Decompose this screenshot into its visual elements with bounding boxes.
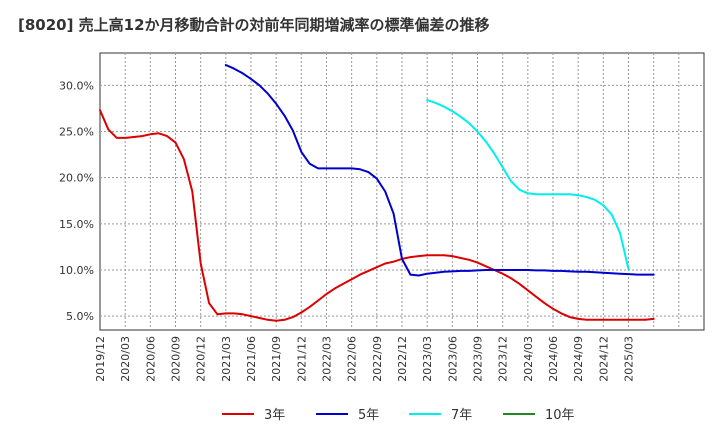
y-axis: 5.0% 10.0% 15.0% 20.0% 25.0% 30.0%: [59, 79, 94, 323]
x-tick-label: 2024/12: [597, 336, 610, 382]
x-tick-label: 2024/09: [572, 336, 585, 382]
x-tick-label: 2020/12: [195, 336, 208, 382]
y-tick-label: 15.0%: [59, 218, 94, 231]
legend-label-3年: 3年: [264, 408, 285, 423]
x-tick-label: 2020/09: [170, 336, 183, 382]
x-tick-label: 2019/12: [94, 336, 107, 382]
x-tick-label: 2020/03: [119, 336, 132, 382]
series-group: [99, 64, 655, 322]
x-axis: 2019/12 2020/03 2020/06 2020/09 2020/12 2021/…: [94, 336, 636, 382]
plot-frame: [99, 52, 705, 331]
y-tick-label: 10.0%: [59, 264, 94, 277]
x-tick-label: 2020/06: [144, 336, 157, 382]
legend-label-10年: 10年: [545, 408, 575, 423]
x-tick-label: 2022/06: [346, 336, 359, 382]
x-tick-label: 2022/09: [371, 336, 384, 382]
x-tick-label: 2022/03: [321, 336, 334, 382]
x-tick-label: 2024/06: [547, 336, 560, 382]
x-tick-label: 2024/03: [522, 336, 535, 382]
x-tick-label: 2021/12: [295, 336, 308, 382]
series-line-3年: [99, 109, 655, 322]
x-tick-label: 2022/12: [396, 336, 409, 382]
x-tick-label: 2021/09: [270, 336, 283, 382]
x-tick-label: 2023/06: [446, 336, 459, 382]
x-tick-label: 2021/06: [245, 336, 258, 382]
y-tick-label: 5.0%: [66, 310, 94, 323]
x-tick-label: 2023/03: [421, 336, 434, 382]
x-tick-label: 2023/09: [472, 336, 485, 382]
x-tick-label: 2025/03: [623, 336, 636, 382]
y-tick-label: 30.0%: [59, 79, 94, 92]
x-tick-label: 2023/12: [497, 336, 510, 382]
grid-lines: [100, 53, 704, 330]
series-line-7年: [426, 99, 630, 271]
y-tick-label: 25.0%: [59, 125, 94, 138]
legend-label-5年: 5年: [358, 408, 379, 423]
series-line-5年: [224, 64, 655, 277]
legend-label-7年: 7年: [451, 408, 472, 423]
chart-title: [8020] 売上高12か月移動合計の対前年同期増減率の標準偏差の推移: [18, 16, 490, 34]
x-tick-label: 2021/03: [220, 336, 233, 382]
legend: 3年 5年 7年 10年: [222, 408, 575, 423]
y-tick-label: 20.0%: [59, 172, 94, 185]
